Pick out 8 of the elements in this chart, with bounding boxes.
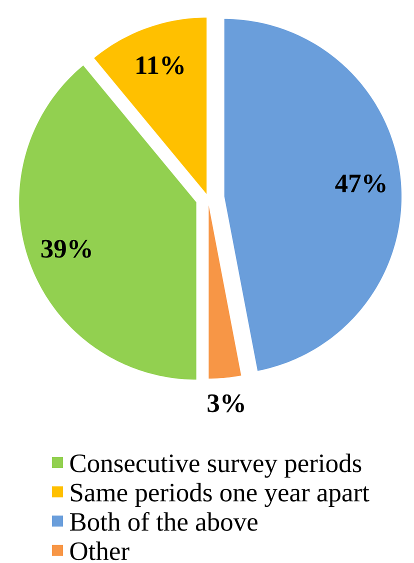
legend-label: Both of the above [70,512,258,531]
data-label: 11% [136,56,184,74]
data-label: 3% [208,394,244,412]
legend-label: Other [70,542,130,560]
legend-label: Same periods one year apart [70,482,370,508]
data-label: 47% [335,174,386,192]
legend-label: Consecutive survey periods [70,454,362,478]
data-label: 39% [41,240,91,258]
